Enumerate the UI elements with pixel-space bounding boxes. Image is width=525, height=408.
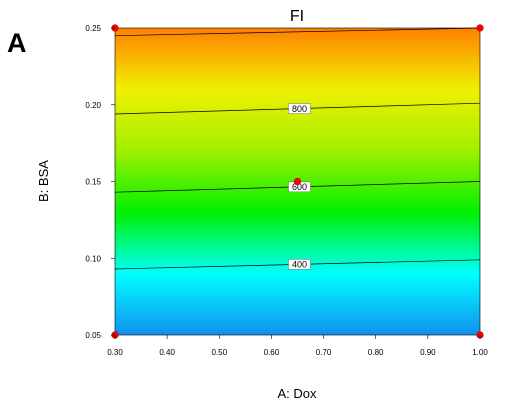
x-tick-label: 0.30 bbox=[107, 348, 123, 357]
design-point bbox=[293, 177, 302, 186]
contour-label: 400 bbox=[292, 260, 307, 270]
y-tick-label: 0.25 bbox=[85, 24, 101, 33]
y-axis: 0.05 0.10 0.15 0.20 0.25 bbox=[85, 24, 115, 340]
x-axis-label: A: Dox bbox=[277, 386, 317, 401]
x-tick-label: 0.70 bbox=[316, 348, 332, 357]
y-tick-label: 0.15 bbox=[85, 178, 101, 187]
x-tick-label: 0.60 bbox=[264, 348, 280, 357]
contour-label: 600 bbox=[292, 182, 307, 192]
contour-line bbox=[114, 27, 481, 37]
y-tick-label: 0.20 bbox=[85, 101, 101, 110]
contour-label-box bbox=[288, 259, 311, 270]
contour-label: 800 bbox=[292, 104, 307, 114]
x-tick-label: 0.90 bbox=[420, 348, 436, 357]
x-tick-label: 0.40 bbox=[159, 348, 175, 357]
x-tick-label: 1.00 bbox=[472, 348, 488, 357]
y-axis-label: B: BSA bbox=[36, 160, 51, 202]
x-tick-label: 0.80 bbox=[368, 348, 384, 357]
panel-letter: A bbox=[7, 28, 27, 58]
contour-lines: 400 600 800 bbox=[114, 27, 481, 270]
y-tick-label: 0.05 bbox=[85, 331, 101, 340]
design-points bbox=[111, 24, 484, 339]
design-point bbox=[476, 24, 484, 32]
x-axis: 0.30 0.40 0.50 0.60 0.70 0.80 0.90 1.00 bbox=[107, 335, 488, 357]
contour-label-box bbox=[288, 103, 311, 114]
y-tick-label: 0.10 bbox=[85, 254, 101, 263]
chart-title: FI bbox=[290, 8, 304, 25]
x-tick-label: 0.50 bbox=[211, 348, 227, 357]
